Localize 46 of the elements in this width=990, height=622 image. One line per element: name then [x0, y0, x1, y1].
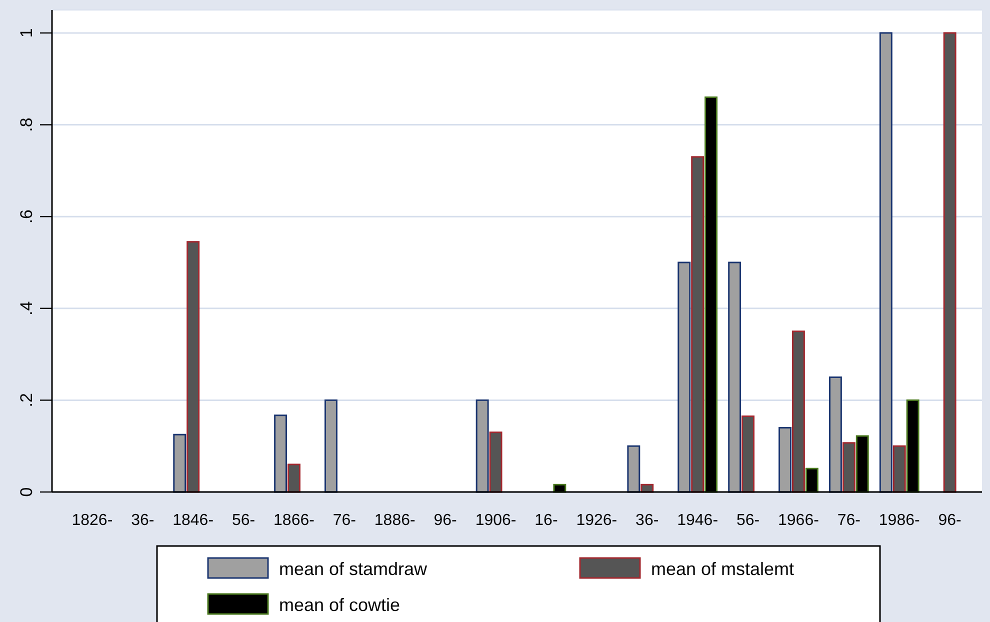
x-tick-label: 36-	[131, 512, 154, 529]
x-tick-label: 1926-	[576, 512, 618, 529]
bar	[943, 32, 956, 493]
x-tick-label: 16-	[534, 512, 558, 529]
x-tick-label: 56-	[736, 512, 760, 529]
bar	[828, 376, 842, 493]
bar	[778, 426, 792, 493]
x-tick-label: 1886-	[374, 512, 416, 529]
bar	[173, 434, 186, 493]
y-tick-label: .8	[17, 118, 36, 132]
x-tick-label: 96-	[434, 512, 457, 529]
bar	[678, 262, 691, 493]
y-tick-label: .4	[17, 301, 36, 316]
x-tick-label: 1866-	[274, 512, 314, 529]
y-tick-label: 1	[17, 28, 36, 38]
y-tick-label: 0	[17, 487, 36, 497]
bar	[627, 445, 640, 493]
x-tick-label: 36-	[636, 512, 659, 529]
bar	[691, 156, 704, 493]
bar	[742, 416, 754, 493]
x-tick-label: 1946-	[677, 512, 718, 529]
legend-label: mean of mstalemt	[651, 559, 794, 579]
bar	[792, 330, 805, 493]
bar	[274, 414, 287, 493]
x-tick-label: 96-	[938, 512, 962, 529]
x-tick-label: 1826-	[72, 512, 113, 529]
bar	[489, 432, 502, 493]
bar	[879, 32, 892, 493]
legend-label: mean of stamdraw	[279, 559, 428, 579]
bar	[476, 399, 489, 493]
x-tick-label: 76-	[837, 512, 860, 529]
x-tick-label: 56-	[232, 512, 256, 529]
x-tick-label: 76-	[332, 512, 356, 529]
bar	[892, 445, 906, 493]
bar	[288, 464, 300, 493]
x-tick-label: 1986-	[878, 512, 920, 529]
y-tick-label: .6	[17, 209, 36, 224]
legend-label: mean of cowtie	[279, 595, 400, 615]
y-tick-label: .2	[17, 393, 36, 408]
x-tick-label: 1906-	[475, 512, 516, 529]
bar	[842, 442, 856, 493]
bar	[324, 399, 338, 493]
bar	[728, 262, 742, 493]
x-tick-label: 1966-	[778, 512, 819, 529]
bar	[186, 241, 200, 493]
x-tick-label: 1846-	[172, 512, 214, 529]
